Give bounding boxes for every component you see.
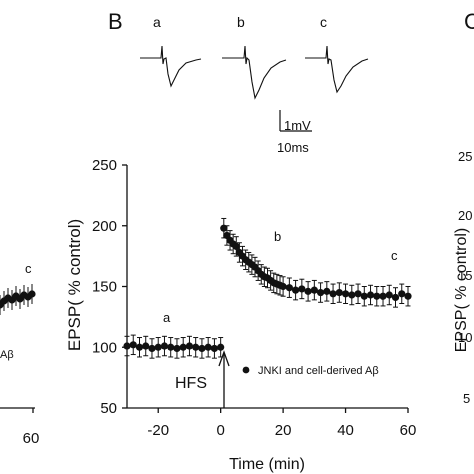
- data-point: [154, 343, 162, 351]
- data-point: [292, 286, 300, 294]
- data-point: [335, 288, 343, 297]
- data-point: [385, 291, 393, 299]
- panel-letter-c: C: [464, 9, 474, 34]
- data-point: [298, 285, 306, 293]
- panel-letter-b: B: [108, 9, 123, 34]
- annotation-a: a: [163, 310, 171, 325]
- y-tick-label: 50: [100, 400, 117, 417]
- legend: JNKI and cell-derived Aβ: [242, 365, 379, 377]
- data-point: [185, 342, 194, 350]
- left-marker-c: c: [25, 261, 32, 276]
- trace-c: [305, 45, 369, 94]
- data-point: [379, 292, 387, 300]
- data-point: [285, 284, 293, 292]
- data-point: [373, 292, 381, 300]
- left-x-tick-label: 60: [23, 430, 40, 447]
- x-tick-label: 20: [275, 422, 292, 439]
- left-scatter: [0, 284, 36, 315]
- data-point: [366, 291, 375, 299]
- right-panel-fragment: C EPSP( % control) 25 20 15 10 5: [453, 9, 474, 406]
- data-point: [217, 343, 225, 351]
- data-point: [404, 292, 412, 300]
- trace-label-a: a: [153, 14, 161, 30]
- data-point: [310, 286, 318, 294]
- trace-label-b: b: [237, 14, 245, 30]
- data-point: [391, 293, 400, 302]
- data-point: [129, 341, 137, 349]
- y-axis-label: EPSP( % control): [65, 219, 84, 351]
- data-point: [398, 290, 406, 298]
- y-tick-label: 100: [92, 339, 117, 356]
- y-tick-label: 150: [92, 279, 117, 296]
- data-point: [167, 343, 175, 351]
- data-point: [142, 342, 150, 350]
- epsp-traces: [140, 45, 369, 100]
- data-points: [123, 217, 412, 359]
- trace-b: [222, 45, 287, 100]
- x-tick-label: 0: [216, 422, 224, 439]
- data-point: [323, 287, 331, 295]
- data-point: [204, 343, 212, 351]
- scale-bar-time: 10ms: [277, 140, 309, 155]
- data-point: [279, 282, 287, 291]
- data-point: [135, 343, 144, 351]
- trace-label-c: c: [320, 14, 327, 30]
- hfs-arrow-head: [218, 350, 230, 367]
- data-point: [354, 290, 362, 298]
- axes: 50 100 150 200 250 -20 0 20 40 60: [92, 157, 416, 439]
- right-tick-25: 25: [458, 149, 472, 164]
- right-tick-20: 20: [458, 208, 472, 223]
- y-tick-label: 200: [92, 218, 117, 235]
- data-point: [123, 342, 131, 350]
- data-point: [360, 292, 368, 300]
- right-y-axis-label: EPSP( % control): [453, 228, 470, 352]
- data-point: [198, 344, 206, 353]
- data-point: [329, 290, 337, 298]
- hfs-label: HFS: [175, 375, 207, 392]
- data-point: [232, 242, 240, 251]
- data-point: [316, 288, 325, 297]
- data-point: [192, 343, 200, 351]
- trace-a: [140, 45, 202, 88]
- data-point: [173, 344, 181, 353]
- left-data-point: [28, 290, 36, 298]
- chart-main: 50 100 150 200 250 -20 0 20 40 60 EPSP( % control…: [65, 157, 416, 473]
- data-point: [220, 224, 228, 232]
- right-tick-5: 5: [463, 391, 470, 406]
- right-tick-10: 10: [458, 330, 472, 345]
- data-point: [304, 287, 312, 295]
- x-tick-label: -20: [147, 422, 169, 439]
- left-legend-fragment: Aβ: [0, 349, 14, 361]
- data-point: [348, 291, 356, 299]
- x-axis-label: Time (min): [229, 456, 305, 473]
- scale-bar: 1mV 10ms: [277, 110, 312, 155]
- legend-label: JNKI and cell-derived Aβ: [258, 365, 379, 377]
- annotation-c: c: [391, 248, 398, 263]
- hfs-marker: HFS: [175, 350, 230, 408]
- data-point: [341, 290, 350, 298]
- data-point: [179, 343, 187, 351]
- data-point: [160, 342, 169, 350]
- right-tick-15: 15: [458, 268, 472, 283]
- scale-bar-voltage: 1mV: [284, 118, 311, 133]
- x-tick-label: 60: [400, 422, 417, 439]
- annotation-b: b: [274, 229, 281, 244]
- data-point: [210, 344, 219, 353]
- legend-marker: [242, 366, 250, 374]
- data-point: [148, 344, 156, 353]
- x-tick-label: 40: [337, 422, 354, 439]
- y-tick-label: 250: [92, 157, 117, 174]
- left-panel-fragment: 60 c Aβ: [0, 261, 39, 447]
